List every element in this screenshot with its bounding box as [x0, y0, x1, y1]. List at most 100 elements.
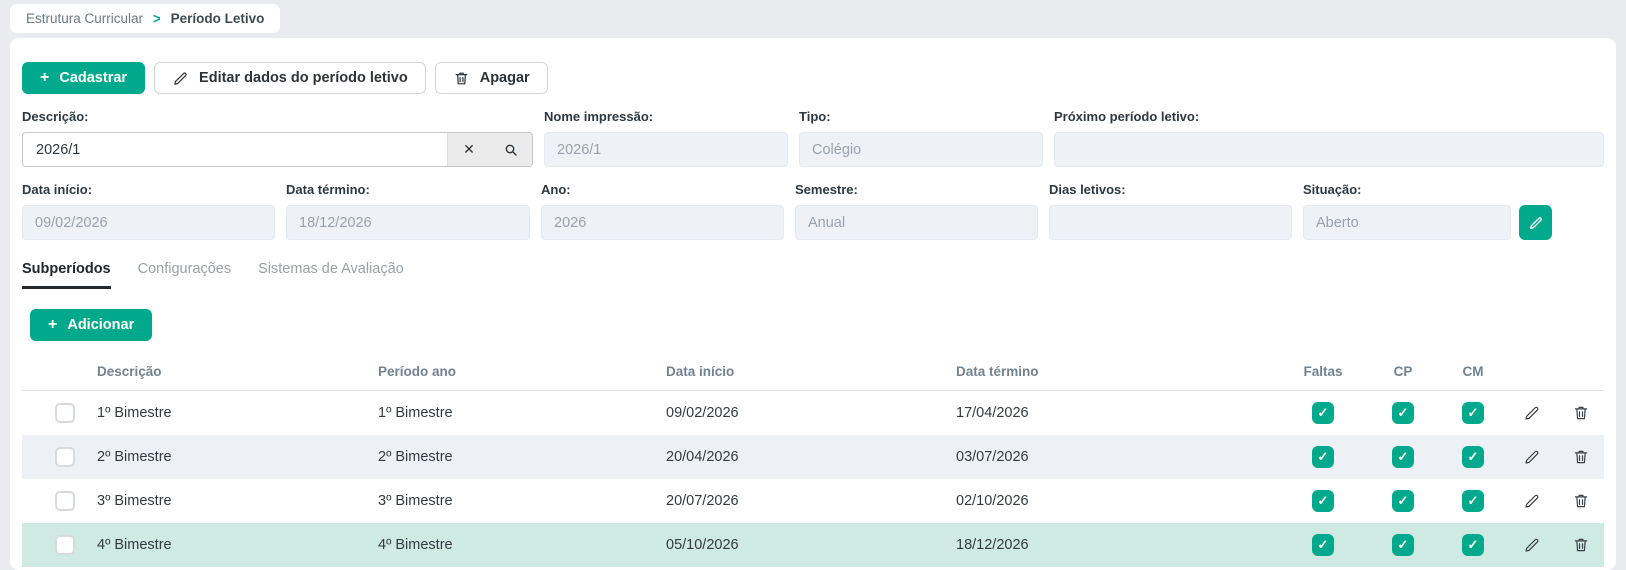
cm-checkbox[interactable]: ✓ [1462, 402, 1484, 424]
check-icon: ✓ [1397, 449, 1409, 464]
check-icon: ✓ [1397, 537, 1409, 552]
col-descricao: Descrição [97, 364, 162, 379]
situacao-label: Situação: [1303, 182, 1362, 197]
plus-icon: + [40, 69, 50, 86]
faltas-checkbox[interactable]: ✓ [1312, 534, 1334, 556]
adicionar-button[interactable]: + Adicionar [30, 309, 153, 341]
table-row: 1º Bimestre 1º Bimestre 09/02/2026 17/04… [22, 391, 1604, 435]
cell-descricao: 3º Bimestre [97, 493, 172, 509]
faltas-checkbox[interactable]: ✓ [1312, 446, 1334, 468]
row-edit-button[interactable] [1523, 448, 1541, 466]
tipo-input [799, 132, 1043, 167]
descricao-input[interactable] [23, 133, 447, 166]
trash-icon [1574, 450, 1588, 464]
check-icon: ✓ [1467, 493, 1479, 508]
check-icon: ✓ [1467, 405, 1479, 420]
table-row: 3º Bimestre 3º Bimestre 20/07/2026 02/10… [22, 479, 1604, 523]
row-checkbox[interactable] [55, 535, 75, 555]
situacao-edit-button[interactable] [1519, 205, 1552, 240]
field-data-termino: Data término: [286, 182, 530, 240]
row-checkbox[interactable] [55, 447, 75, 467]
field-semestre: Semestre: [795, 182, 1038, 240]
row-delete-button[interactable] [1572, 404, 1590, 422]
faltas-checkbox[interactable]: ✓ [1312, 490, 1334, 512]
tipo-label: Tipo: [799, 109, 831, 124]
pencil-icon [1525, 494, 1539, 508]
row-checkbox[interactable] [55, 403, 75, 423]
cell-data-termino: 03/07/2026 [956, 449, 1029, 465]
pencil-icon [172, 70, 189, 87]
editar-periodo-button[interactable]: Editar dados do período letivo [154, 62, 426, 94]
col-cp: CP [1393, 364, 1413, 379]
trash-icon [453, 70, 470, 87]
table-row: 2º Bimestre 2º Bimestre 20/04/2026 03/07… [22, 435, 1604, 479]
subperiodos-table-header: Descrição Período ano Data início Data t… [22, 353, 1604, 391]
row-delete-button[interactable] [1572, 492, 1590, 510]
field-situacao: Situação: [1303, 182, 1604, 240]
search-icon [503, 142, 519, 158]
breadcrumb: Estrutura Curricular > Período Letivo [10, 4, 281, 33]
cm-checkbox[interactable]: ✓ [1462, 534, 1484, 556]
semestre-input [795, 205, 1038, 240]
search-button[interactable] [490, 133, 532, 166]
cp-checkbox[interactable]: ✓ [1392, 534, 1414, 556]
cadastrar-button-label: Cadastrar [59, 70, 128, 86]
data-termino-label: Data término: [286, 182, 370, 197]
trash-icon [1574, 494, 1588, 508]
ano-input [541, 205, 784, 240]
row-delete-button[interactable] [1572, 448, 1590, 466]
field-dias-letivos: Dias letivos: [1049, 182, 1292, 240]
row-edit-button[interactable] [1523, 404, 1541, 422]
cell-data-termino: 17/04/2026 [956, 405, 1029, 421]
apagar-button-label: Apagar [479, 70, 530, 86]
check-icon: ✓ [1317, 449, 1329, 464]
field-tipo: Tipo: [799, 109, 1043, 167]
cm-checkbox[interactable]: ✓ [1462, 446, 1484, 468]
clear-button[interactable]: ✕ [448, 133, 490, 166]
cp-checkbox[interactable]: ✓ [1392, 446, 1414, 468]
nome-impressao-input [544, 132, 788, 167]
cell-data-termino: 02/10/2026 [956, 493, 1029, 509]
pencil-icon [1525, 406, 1539, 420]
cell-data-termino: 18/12/2026 [956, 537, 1029, 553]
proximo-periodo-label: Próximo período letivo: [1054, 109, 1200, 124]
tab-subperiodos[interactable]: Subperíodos [22, 261, 111, 289]
cell-periodo-ano: 1º Bimestre [378, 405, 453, 421]
field-data-inicio: Data início: [22, 182, 275, 240]
row-edit-button[interactable] [1523, 492, 1541, 510]
col-data-inicio: Data início [666, 364, 735, 379]
data-inicio-input [22, 205, 275, 240]
cell-periodo-ano: 2º Bimestre [378, 449, 453, 465]
data-termino-input [286, 205, 530, 240]
row-edit-button[interactable] [1523, 536, 1541, 554]
check-icon: ✓ [1467, 449, 1479, 464]
cp-checkbox[interactable]: ✓ [1392, 490, 1414, 512]
row-delete-button[interactable] [1572, 536, 1590, 554]
col-faltas: Faltas [1303, 364, 1343, 379]
cell-data-inicio: 20/07/2026 [666, 493, 739, 509]
trash-icon [1574, 406, 1588, 420]
plus-icon: + [48, 316, 58, 333]
tab-sistemas-avaliacao[interactable]: Sistemas de Avaliação [258, 261, 404, 277]
cell-descricao: 4º Bimestre [97, 537, 172, 553]
pencil-icon [1528, 215, 1544, 231]
cell-descricao: 2º Bimestre [97, 449, 172, 465]
field-proximo-periodo: Próximo período letivo: [1054, 109, 1604, 167]
pencil-icon [1525, 450, 1539, 464]
check-icon: ✓ [1317, 537, 1329, 552]
breadcrumb-parent-link[interactable]: Estrutura Curricular [26, 11, 144, 26]
cadastrar-button[interactable]: + Cadastrar [22, 62, 146, 94]
chevron-right-icon: > [153, 9, 161, 28]
cell-descricao: 1º Bimestre [97, 405, 172, 421]
descricao-input-actions: ✕ [447, 133, 532, 166]
apagar-button[interactable]: Apagar [434, 62, 548, 94]
tab-configuracoes[interactable]: Configurações [137, 261, 232, 277]
check-icon: ✓ [1467, 537, 1479, 552]
cp-checkbox[interactable]: ✓ [1392, 402, 1414, 424]
cm-checkbox[interactable]: ✓ [1462, 490, 1484, 512]
faltas-checkbox[interactable]: ✓ [1312, 402, 1334, 424]
adicionar-button-label: Adicionar [67, 317, 135, 333]
row-checkbox[interactable] [55, 491, 75, 511]
ano-label: Ano: [541, 182, 571, 197]
pencil-icon [1525, 538, 1539, 552]
